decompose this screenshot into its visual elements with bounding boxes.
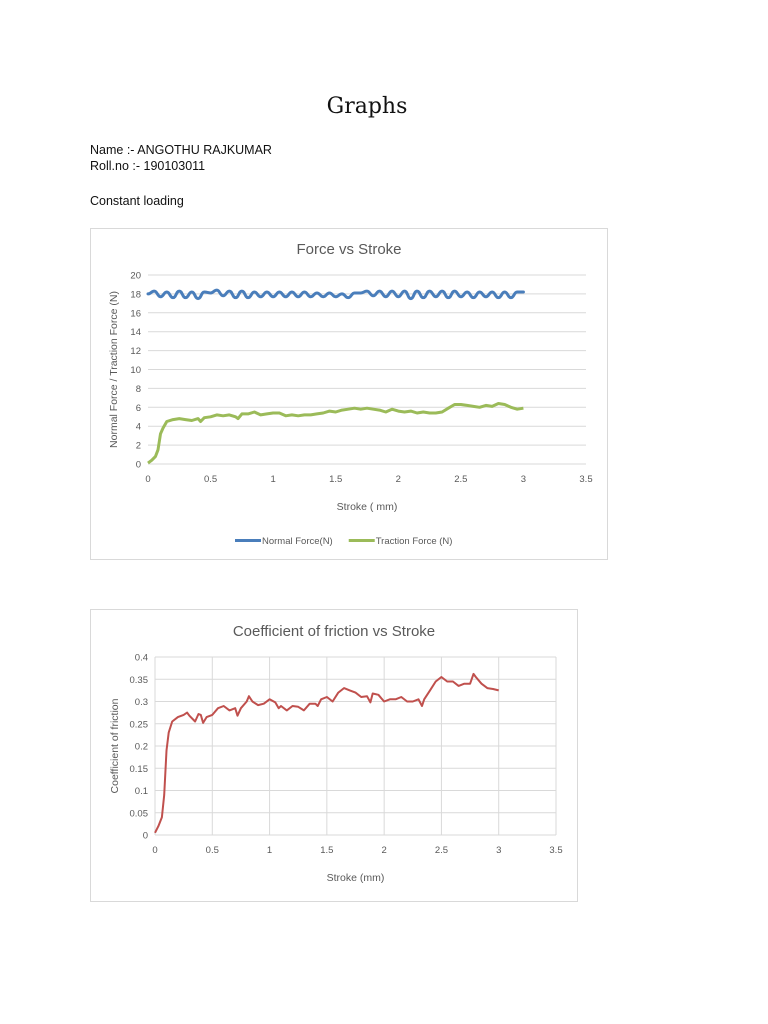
y-tick-label: 0 (136, 460, 141, 471)
legend-label: Normal Force(N) (262, 536, 333, 547)
x-tick-label: 1 (267, 845, 272, 856)
x-tick-label: 3.5 (579, 474, 592, 485)
force-vs-stroke-chart (90, 228, 608, 560)
student-name: Name :- ANGOTHU RAJKUMAR (90, 143, 272, 157)
roll-number: Roll.no :- 190103011 (90, 159, 206, 173)
y-tick-label: 0.1 (135, 786, 148, 797)
chart-title: Coefficient of friction vs Stroke (233, 623, 435, 640)
y-tick-label: 0.15 (130, 764, 149, 775)
chart-title: Force vs Stroke (296, 241, 401, 258)
x-tick-label: 2.5 (435, 845, 448, 856)
y-tick-label: 0.05 (130, 808, 149, 819)
x-axis-label: Stroke (mm) (327, 872, 385, 884)
x-tick-label: 2 (396, 474, 401, 485)
y-tick-label: 8 (136, 384, 141, 395)
y-tick-label: 0.3 (135, 697, 148, 708)
x-tick-label: 0 (152, 845, 157, 856)
y-tick-label: 12 (130, 346, 141, 357)
y-tick-label: 2 (136, 441, 141, 452)
y-axis-label: Coefficient of friction (109, 698, 121, 793)
series-line (154, 672, 499, 834)
y-tick-label: 0 (143, 831, 148, 842)
section-heading: Constant loading (90, 194, 184, 208)
y-axis-label: Normal Force / Traction Force (N) (108, 291, 120, 448)
x-axis-label: Stroke ( mm) (337, 501, 398, 513)
x-tick-label: 2.5 (454, 474, 467, 485)
y-tick-label: 16 (130, 308, 141, 319)
x-tick-label: 0.5 (204, 474, 217, 485)
x-tick-label: 3 (521, 474, 526, 485)
x-tick-label: 0.5 (206, 845, 219, 856)
x-tick-label: 3 (496, 845, 501, 856)
x-tick-label: 1.5 (320, 845, 333, 856)
series-line (147, 402, 524, 465)
y-tick-label: 14 (130, 327, 141, 338)
x-tick-label: 1.5 (329, 474, 342, 485)
y-tick-label: 18 (130, 289, 141, 300)
y-tick-label: 0.2 (135, 742, 148, 753)
page-title: Graphs (326, 94, 408, 119)
x-tick-label: 1 (270, 474, 275, 485)
y-tick-label: 0.25 (130, 719, 149, 730)
series-line (146, 288, 525, 301)
y-tick-label: 4 (136, 422, 141, 433)
x-tick-label: 3.5 (549, 845, 562, 856)
y-tick-label: 0.4 (135, 653, 148, 664)
y-tick-label: 10 (130, 365, 141, 376)
cof-vs-stroke-chart (90, 609, 578, 902)
x-tick-label: 2 (381, 845, 386, 856)
legend-label: Traction Force (N) (376, 536, 453, 547)
x-tick-label: 0 (145, 474, 150, 485)
y-tick-label: 6 (136, 403, 141, 414)
y-tick-label: 20 (130, 271, 141, 282)
y-tick-label: 0.35 (130, 675, 149, 686)
